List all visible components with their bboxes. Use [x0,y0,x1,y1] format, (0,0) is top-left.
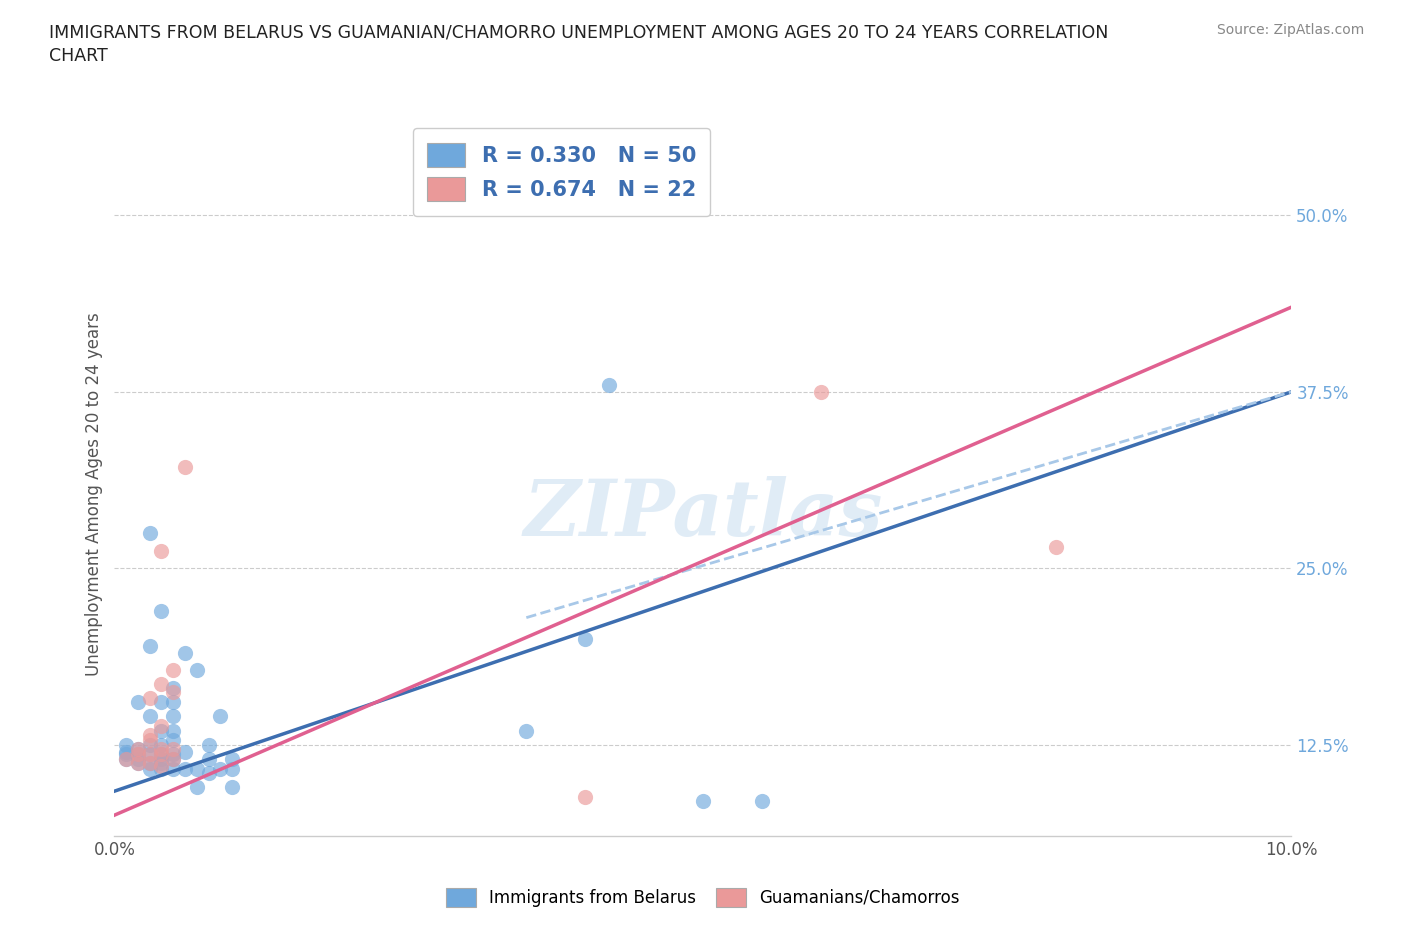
Point [115,737,138,752]
Point [162,662,184,677]
Point [197,765,219,780]
Point [115,747,138,762]
Point [162,681,184,696]
Text: ZIPatlas: ZIPatlas [523,476,883,553]
Point [115,751,138,766]
Point [127,741,149,756]
Point [138,755,160,770]
Point [150,544,173,559]
Point [150,761,173,776]
Point [174,459,197,474]
Point [138,733,160,748]
Point [150,758,173,773]
Point [209,761,232,776]
Point [127,695,149,710]
Point [115,744,138,759]
Point [150,695,173,710]
Point [138,638,160,653]
Point [150,676,173,691]
Point [197,737,219,752]
Point [138,737,160,752]
Point [150,747,173,762]
Point [150,719,173,734]
Point [810,384,832,399]
Point [138,761,160,776]
Point [221,751,243,766]
Point [162,741,184,756]
Point [186,761,208,776]
Point [138,709,160,724]
Point [174,645,197,660]
Legend: R = 0.330   N = 50, R = 0.674   N = 22: R = 0.330 N = 50, R = 0.674 N = 22 [413,128,710,216]
Point [162,695,184,710]
Point [751,793,773,808]
Point [138,755,160,770]
Point [186,779,208,794]
Point [162,751,184,766]
Text: IMMIGRANTS FROM BELARUS VS GUAMANIAN/CHAMORRO UNEMPLOYMENT AMONG AGES 20 TO 24 Y: IMMIGRANTS FROM BELARUS VS GUAMANIAN/CHA… [49,23,1108,65]
Point [138,747,160,762]
Point [209,709,232,724]
Point [162,751,184,766]
Text: Source: ZipAtlas.com: Source: ZipAtlas.com [1216,23,1364,37]
Point [162,685,184,700]
Point [221,779,243,794]
Point [150,604,173,618]
Point [162,747,184,762]
Point [150,741,173,756]
Point [598,378,620,392]
Point [138,525,160,540]
Point [150,747,173,762]
Point [162,733,184,748]
Point [150,723,173,737]
Point [1045,539,1067,554]
Point [150,737,173,752]
Point [127,755,149,770]
Point [138,747,160,762]
Point [162,723,184,737]
Legend: Immigrants from Belarus, Guamanians/Chamorros: Immigrants from Belarus, Guamanians/Cham… [436,878,970,917]
Point [221,761,243,776]
Point [515,723,537,737]
Point [138,691,160,706]
Point [692,793,714,808]
Point [127,755,149,770]
Point [115,751,138,766]
Point [574,631,596,646]
Point [174,761,197,776]
Point [150,755,173,770]
Point [127,741,149,756]
Point [162,709,184,724]
Point [127,747,149,762]
Point [574,790,596,804]
Point [197,751,219,766]
Y-axis label: Unemployment Among Ages 20 to 24 years: Unemployment Among Ages 20 to 24 years [86,312,103,676]
Point [150,751,173,766]
Point [138,727,160,742]
Point [174,744,197,759]
Point [186,662,208,677]
Point [127,751,149,766]
Point [162,761,184,776]
Point [127,747,149,762]
